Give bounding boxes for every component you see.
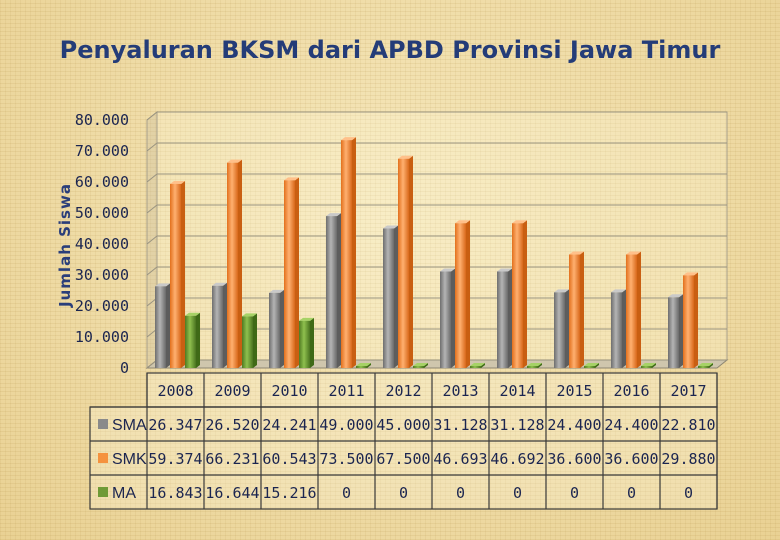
bar-sma (668, 294, 683, 368)
gridline (146, 111, 727, 121)
series-name: MA (112, 485, 136, 502)
data-label-ma: 0 (513, 484, 522, 502)
data-label-sma: 26.347 (148, 416, 202, 434)
data-label-sma: 31.128 (433, 416, 487, 434)
series-name: SMA (112, 417, 147, 434)
data-label-ma: 0 (456, 484, 465, 502)
data-label-sma: 24.241 (262, 416, 316, 434)
chart-title: Penyaluran BKSM dari APBD Provinsi Jawa … (60, 36, 721, 64)
gridlines (146, 111, 727, 369)
table-body (89, 406, 718, 510)
x-category-label: 2009 (214, 382, 250, 400)
data-label-ma: 0 (684, 484, 693, 502)
data-label-sma: 31.128 (490, 416, 544, 434)
gridline (146, 142, 727, 152)
bar-ma (299, 317, 314, 368)
bar-ma (242, 313, 257, 368)
x-category-label: 2015 (556, 382, 592, 400)
data-label-ma: 0 (342, 484, 351, 502)
data-label-smk: 67.500 (376, 450, 430, 468)
gridline (146, 173, 727, 183)
x-category-label: 2014 (499, 382, 535, 400)
data-label-smk: 59.374 (148, 450, 202, 468)
y-tick-label: 20.000 (75, 297, 129, 315)
y-tick-label: 0 (120, 359, 129, 377)
data-label-ma: 16.644 (205, 484, 259, 502)
bar-smk (227, 159, 242, 368)
bar-smk (569, 251, 584, 368)
bar-ma (413, 363, 428, 368)
y-tick-label: 70.000 (75, 142, 129, 160)
bar-ma (356, 363, 371, 368)
bar-smk (455, 220, 470, 368)
bar-sma (383, 225, 398, 368)
data-label-smk: 46.693 (433, 450, 487, 468)
bar-ma (584, 363, 599, 368)
data-label-smk: 60.543 (262, 450, 316, 468)
data-label-sma: 22.810 (661, 416, 715, 434)
y-tick-label: 80.000 (75, 111, 129, 129)
bar-sma (269, 289, 284, 368)
bar-ma (698, 363, 713, 368)
data-table: 2008 2009 2010 2011 2012 2013 2014 2015 2016 2017… (89, 372, 718, 510)
data-label-ma: 0 (627, 484, 636, 502)
bar-sma (326, 213, 341, 368)
y-tick-label: 50.000 (75, 204, 129, 222)
data-label-smk: 66.231 (205, 450, 259, 468)
bar-smk (341, 137, 356, 368)
bar-sma (497, 268, 512, 368)
bar-ma (470, 363, 485, 368)
bar-smk (683, 272, 698, 368)
data-label-smk: 46.692 (490, 450, 544, 468)
data-label-sma: 24.400 (547, 416, 601, 434)
y-tick-label: 40.000 (75, 235, 129, 253)
y-axis-ticks: 0 10.000 20.000 30.000 40.000 50.000 60.000 70.… (75, 111, 129, 377)
bar-smk (284, 177, 299, 368)
data-label-ma: 0 (399, 484, 408, 502)
series-name: SMK (112, 451, 147, 468)
data-label-ma: 16.843 (148, 484, 202, 502)
bar-smk (170, 180, 185, 368)
data-label-smk: 36.600 (604, 450, 658, 468)
data-label-smk: 29.880 (661, 450, 715, 468)
bar-sma (155, 283, 170, 368)
data-label-sma: 45.000 (376, 416, 430, 434)
legend-key-sma (98, 419, 108, 429)
gridline (146, 235, 727, 245)
bar-sma (554, 289, 569, 368)
legend-key-smk (98, 453, 108, 463)
x-category-label: 2012 (385, 382, 421, 400)
y-axis-label: Jumlah Siswa (56, 183, 74, 308)
y-tick-label: 10.000 (75, 328, 129, 346)
data-label-sma: 24.400 (604, 416, 658, 434)
bar-smk (626, 251, 641, 368)
data-label-smk: 36.600 (547, 450, 601, 468)
bar-smk (512, 220, 527, 368)
y-tick-label: 60.000 (75, 173, 129, 191)
data-label-smk: 73.500 (319, 450, 373, 468)
x-category-label: 2013 (442, 382, 478, 400)
bar-ma (185, 312, 200, 368)
x-category-label: 2011 (328, 382, 364, 400)
gridline (146, 204, 727, 214)
x-category-label: 2017 (670, 382, 706, 400)
data-label-sma: 49.000 (319, 416, 373, 434)
data-label-ma: 0 (570, 484, 579, 502)
x-category-label: 2016 (613, 382, 649, 400)
bar-sma (212, 282, 227, 368)
bar-ma (527, 363, 542, 368)
data-label-ma: 15.216 (262, 484, 316, 502)
x-category-label: 2008 (157, 382, 193, 400)
y-tick-label: 30.000 (75, 266, 129, 284)
bar-smk (398, 155, 413, 368)
legend-key-ma (98, 487, 108, 497)
x-category-label: 2010 (271, 382, 307, 400)
data-label-sma: 26.520 (205, 416, 259, 434)
bar-sma (440, 268, 455, 368)
gridline (146, 266, 727, 276)
bar-sma (611, 289, 626, 368)
bar-ma (641, 363, 656, 368)
bars (155, 137, 713, 368)
